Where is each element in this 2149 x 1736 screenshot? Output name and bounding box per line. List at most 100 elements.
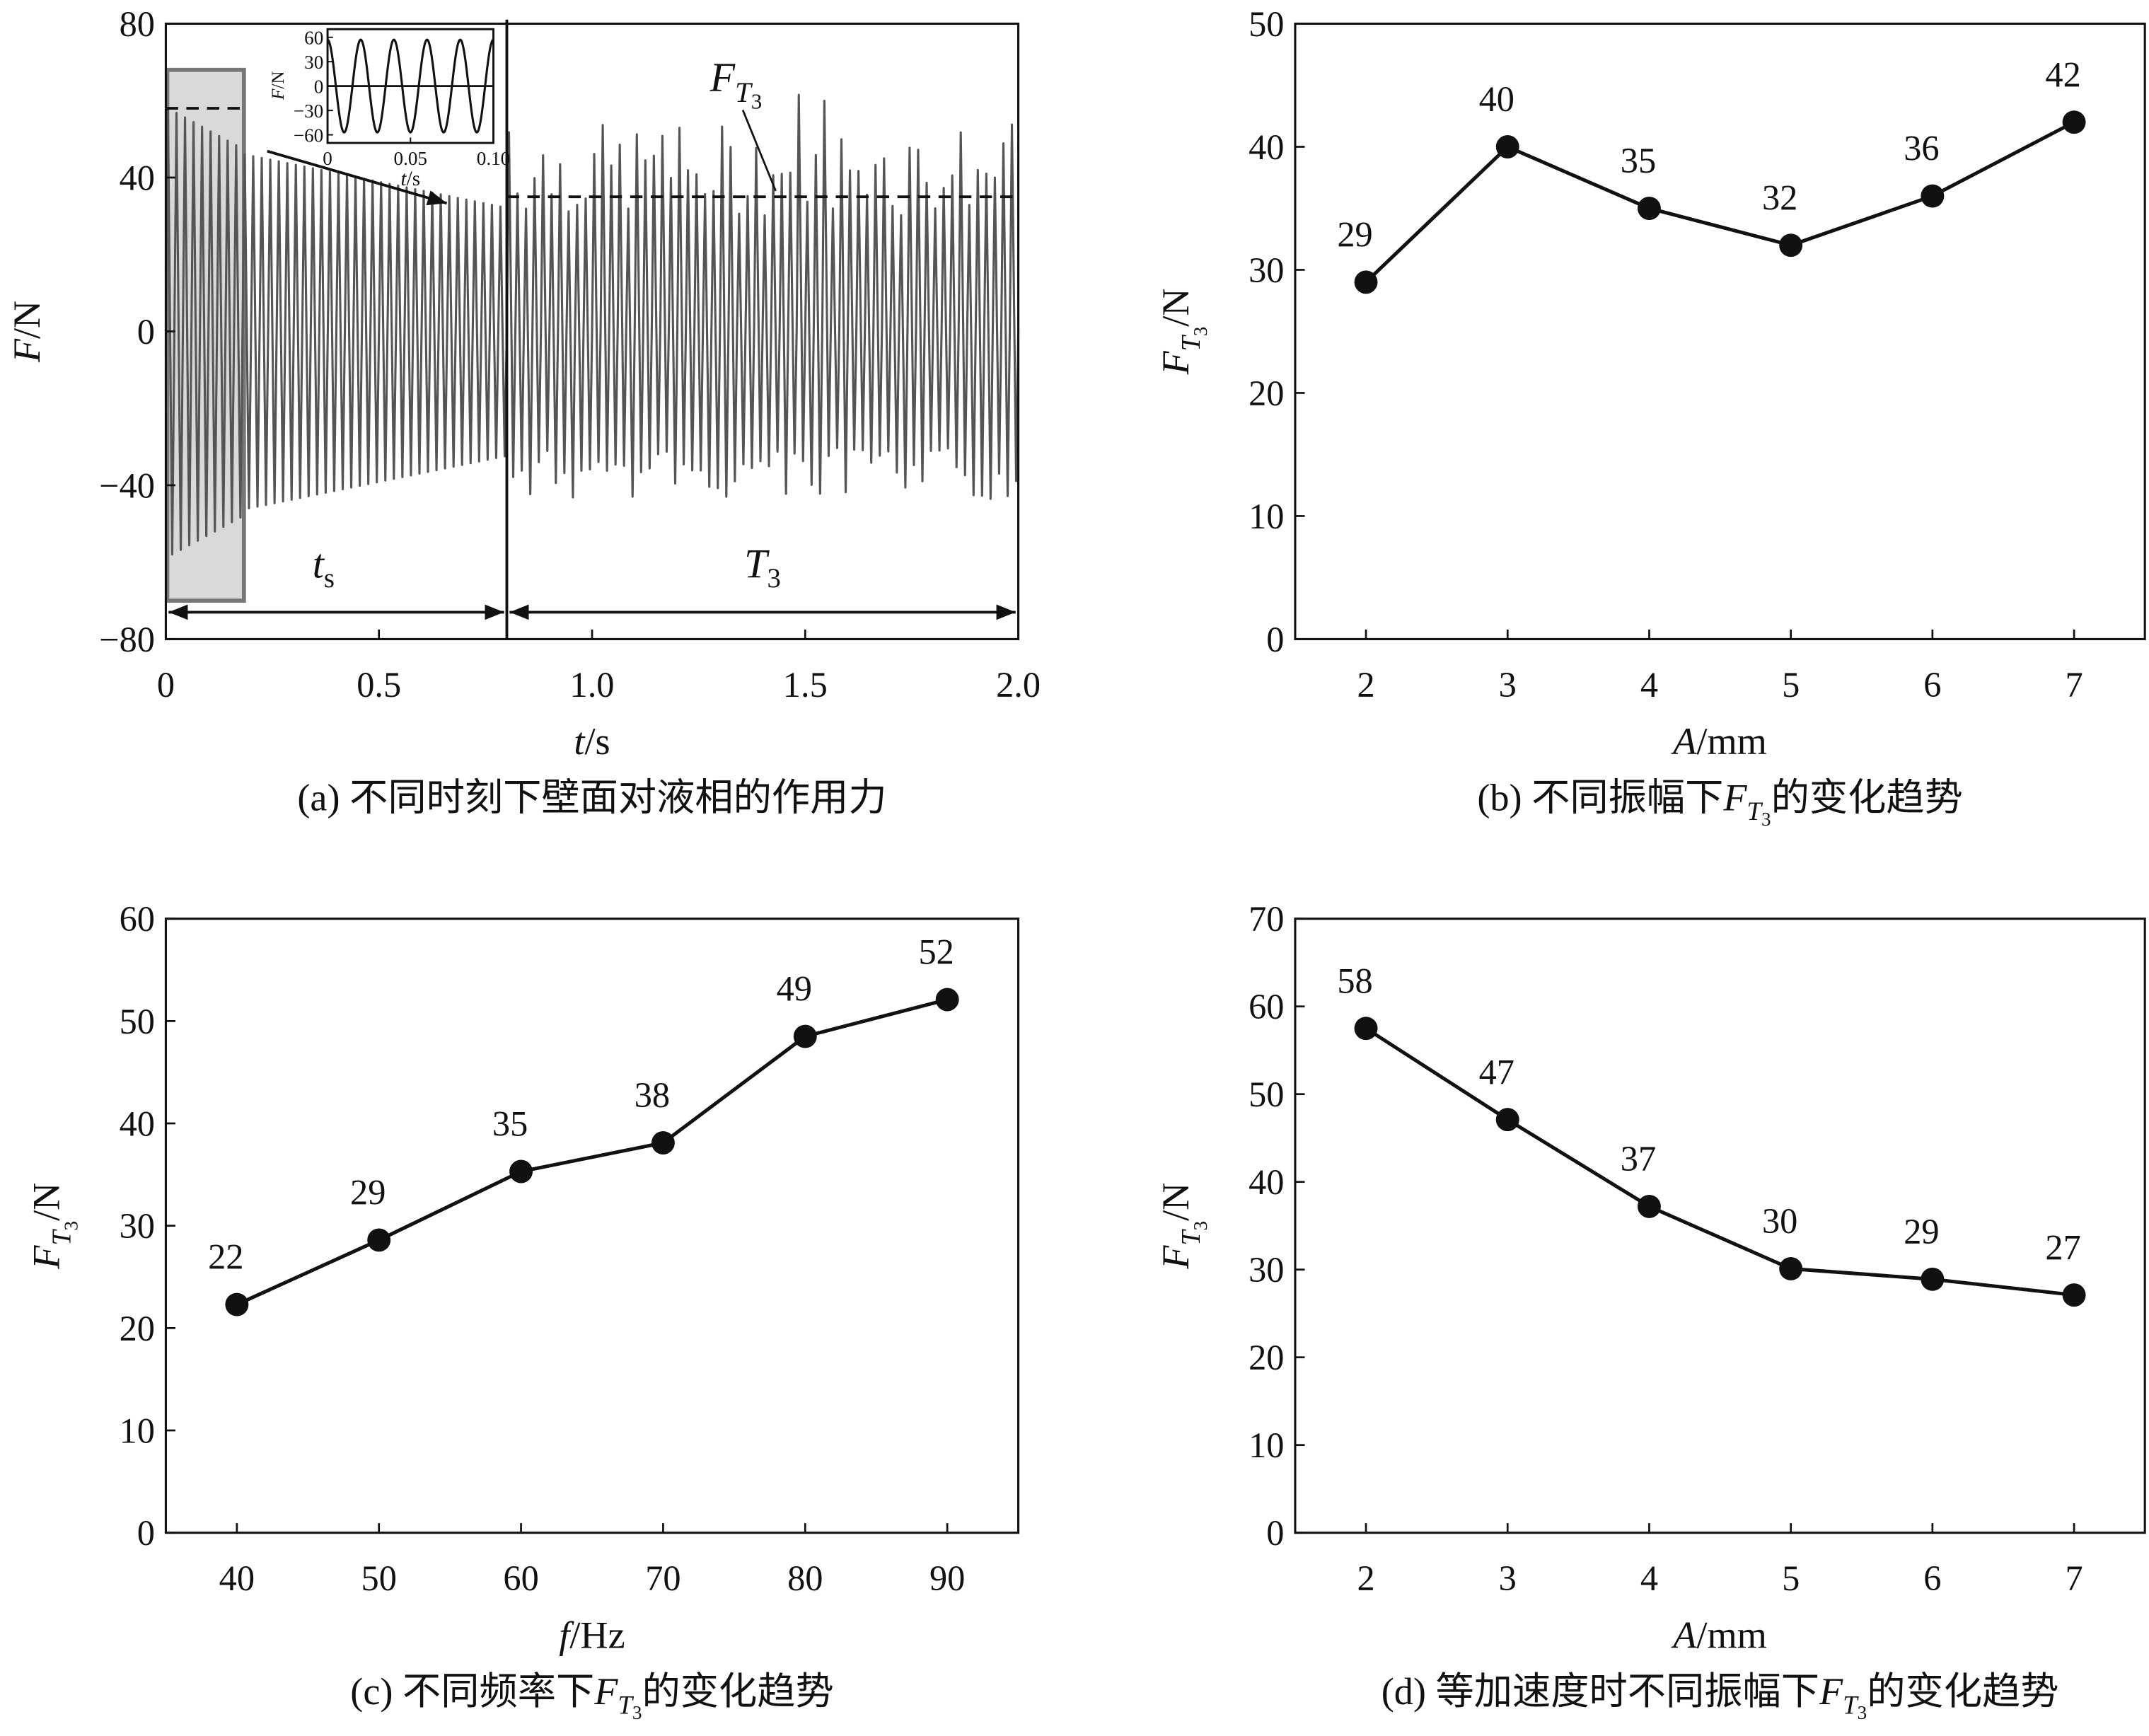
symbol-T-sub: T (1747, 797, 1763, 826)
caption-suffix: 的变化趋势 (1771, 777, 1963, 819)
data-label: 29 (350, 1173, 386, 1213)
data-label: 58 (1337, 961, 1372, 1000)
data-point (1921, 184, 1945, 208)
y-axis-label: FT3/N (1154, 288, 1211, 375)
y-tick-label: 40 (120, 1104, 155, 1143)
FT3-leader-line (741, 110, 777, 192)
x-var: t (574, 720, 586, 763)
y-tick-label: 30 (1249, 1250, 1284, 1290)
symbol-F: F (25, 1245, 67, 1270)
caption-suffix: 的变化趋势 (642, 1670, 833, 1713)
data-point (1637, 197, 1661, 220)
symbol-3-subsub: 3 (1190, 1221, 1211, 1231)
data-label: 37 (1621, 1139, 1656, 1179)
x-tick-label: 7 (2065, 665, 2083, 705)
symbol-T-sub: T (1176, 334, 1206, 351)
series-line (1365, 120, 2075, 284)
inset-x-tick-label: 0.10 (477, 148, 510, 169)
y-tick-label: 0 (137, 1513, 155, 1553)
ts-var: t (313, 540, 325, 586)
symbol-F: F (1154, 1245, 1197, 1270)
y-unit: /N (6, 301, 48, 339)
y-var: F (6, 338, 48, 363)
data-point (1637, 1194, 1661, 1218)
data-label: 27 (2045, 1227, 2080, 1267)
caption: (d) 等加速度时不同振幅下FT3的变化趋势 (1382, 1670, 2059, 1723)
inset-y-tick-label: 0 (314, 76, 324, 97)
FT3-label: FT3 (709, 54, 763, 113)
x-tick-label: 5 (1782, 665, 1800, 705)
x-tick-label: 5 (1782, 1558, 1800, 1598)
symbol-F: F (593, 1670, 618, 1713)
data-label: 29 (1904, 1212, 1939, 1251)
y-tick-label: 50 (1249, 1075, 1284, 1114)
data-point (1495, 1108, 1519, 1132)
data-point (1354, 1017, 1378, 1041)
y-tick-label: −40 (99, 465, 155, 505)
data-point (1779, 1256, 1803, 1280)
y-tick-label: 0 (1266, 1513, 1284, 1553)
x-tick-label: 4 (1640, 1558, 1658, 1598)
panel-c: 0 10 20 30 40 50 60 40 50 60 70 80 90 22 29 35 38 49 52 f/H… (25, 899, 1020, 1723)
x-tick-label: 60 (503, 1558, 538, 1598)
data-point (793, 1024, 817, 1048)
x-var: A (1671, 1614, 1697, 1656)
data-point (1921, 1267, 1945, 1291)
data-point (225, 1292, 249, 1317)
inset-x-tick-label: 0 (323, 148, 332, 169)
data-label: 36 (1904, 129, 1939, 168)
y-tick-label: 10 (1249, 497, 1284, 536)
x-unit: /mm (1696, 720, 1766, 763)
y-tick-label: 20 (1249, 374, 1284, 413)
x-axis-label: f/Hz (559, 1614, 625, 1656)
x-tick-label: 40 (219, 1558, 255, 1598)
x-tick-label: 1.0 (570, 665, 615, 705)
x-unit: /Hz (569, 1614, 625, 1656)
symbol-T-sub: T (618, 1690, 634, 1719)
data-point (2062, 110, 2086, 134)
y-tick-label: 50 (1249, 4, 1284, 44)
x-tick-label: 6 (1923, 1558, 1941, 1598)
y-tick-label: 0 (137, 312, 155, 352)
y-tick-label: 70 (1249, 899, 1284, 939)
data-label: 52 (918, 932, 954, 972)
inset-x-unit: /s (407, 168, 420, 190)
plot-frame (1294, 918, 2146, 1534)
caption: (a) 不同时刻下壁面对液相的作用力 (297, 777, 886, 819)
symbol-3-subsub: 3 (60, 1221, 81, 1231)
symbol-T-sub: T (1843, 1690, 1859, 1719)
inset-signal (327, 38, 494, 134)
inset-y-tick-label: −60 (294, 125, 323, 146)
data-label: 35 (1621, 141, 1656, 180)
y-axis-label: FT3/N (25, 1183, 81, 1270)
symbol-T-sub: T (47, 1229, 77, 1246)
y-tick-label: 60 (120, 899, 155, 939)
data-label: 47 (1479, 1052, 1514, 1092)
inset-y-label: F/N (269, 71, 288, 100)
symbol-F: F (1722, 777, 1747, 819)
data-point (509, 1159, 533, 1184)
inset-y-tick-label: 30 (304, 52, 323, 73)
ts-label: ts (313, 540, 335, 594)
caption-prefix: (d) 等加速度时不同振幅下 (1382, 1670, 1819, 1713)
symbol-3-subsub: 3 (632, 1702, 642, 1723)
x-tick-label: 7 (2065, 1558, 2083, 1598)
y-tick-label: 0 (1266, 620, 1284, 659)
y-tick-label: 10 (1249, 1425, 1284, 1465)
data-label: 22 (208, 1237, 243, 1277)
x-unit: /mm (1696, 1614, 1766, 1656)
x-unit: /s (584, 720, 610, 763)
y-tick-label: 40 (1249, 1162, 1284, 1202)
y-tick-label: 10 (120, 1411, 155, 1450)
ts-sub: s (324, 563, 335, 594)
x-tick-label: 90 (929, 1558, 965, 1598)
x-tick-label: 3 (1499, 665, 1517, 705)
x-tick-label: 2 (1357, 665, 1374, 705)
x-tick-label: 2.0 (996, 665, 1041, 705)
data-label: 42 (2045, 54, 2080, 94)
FT3-subsub: 3 (751, 89, 763, 114)
unit: /N (1154, 288, 1197, 326)
unit: /N (25, 1183, 67, 1221)
y-axis-label: F/N (6, 301, 48, 363)
